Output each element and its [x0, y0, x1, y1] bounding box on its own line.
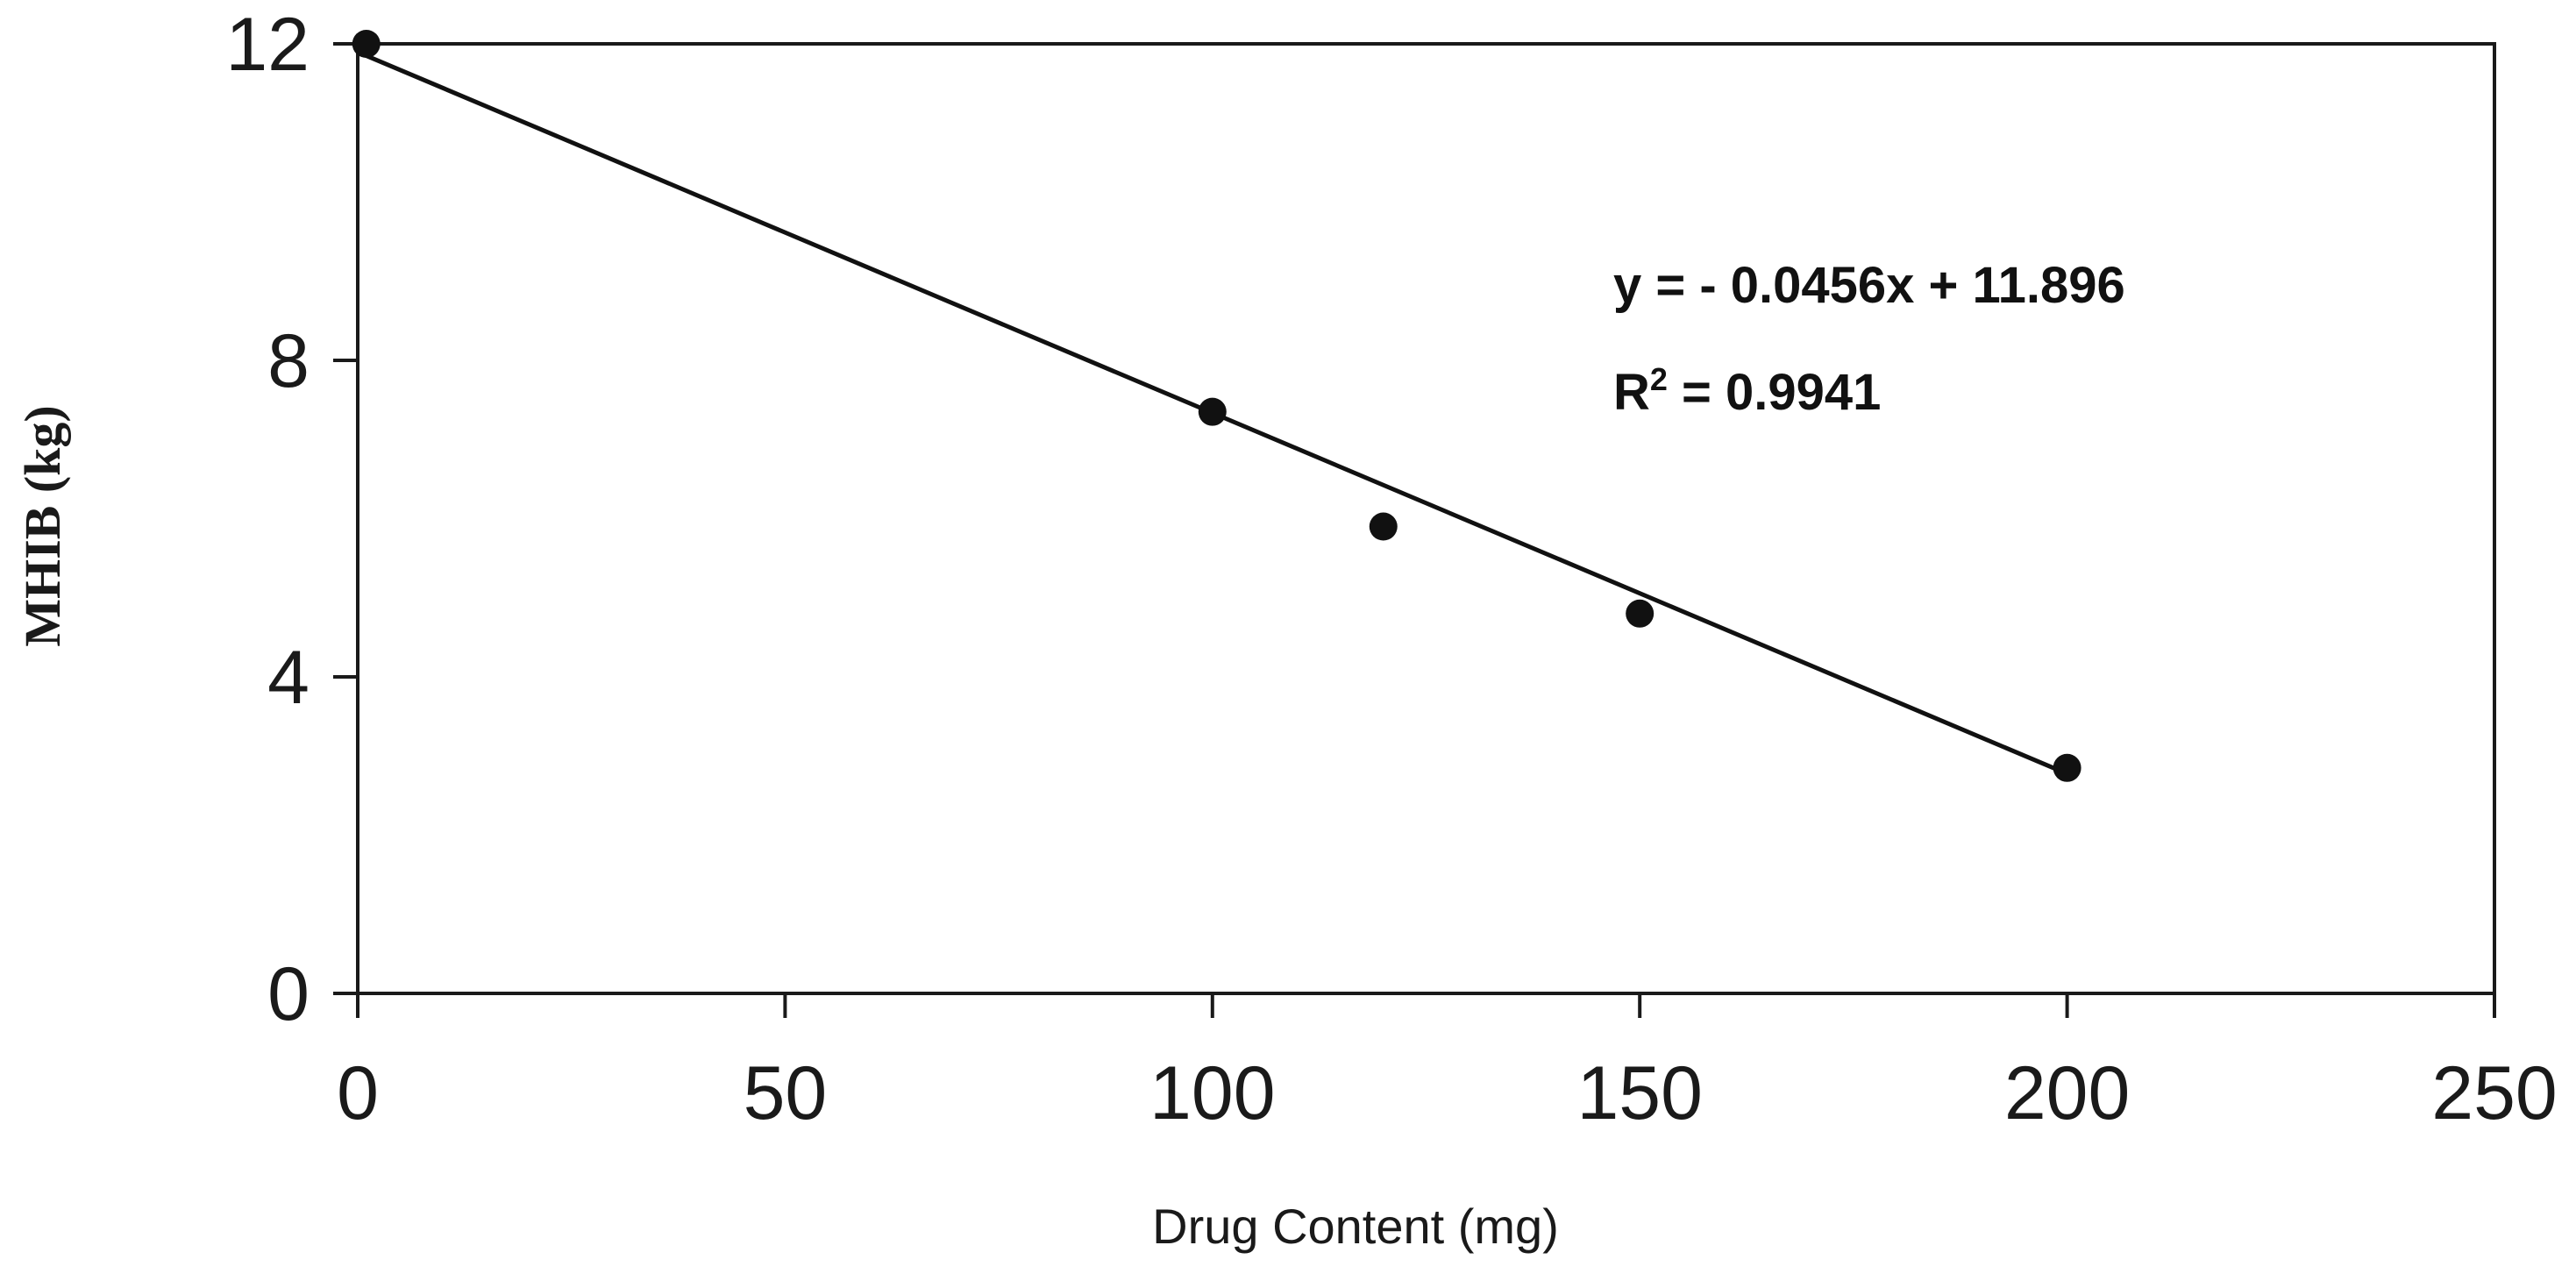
r-squared-superscript: 2 — [1650, 361, 1668, 397]
plot-frame — [356, 42, 2496, 995]
x-tick-label: 0 — [337, 1051, 379, 1135]
r-squared-annotation: R2 = 0.9941 — [1613, 361, 1881, 421]
x-tick-label: 150 — [1576, 1051, 1703, 1135]
x-tick-label: 200 — [2004, 1051, 2131, 1135]
data-point — [352, 30, 381, 58]
data-point — [1626, 599, 1654, 628]
equation-annotation: y = - 0.0456x + 11.896 — [1613, 257, 2125, 314]
x-tick-label: 250 — [2431, 1051, 2558, 1135]
data-points — [352, 30, 2081, 782]
data-point — [1198, 397, 1227, 426]
y-tick-label: 0 — [267, 952, 310, 1036]
r-squared-prefix: R — [1613, 364, 1650, 421]
x-tick-label: 50 — [744, 1051, 828, 1135]
x-axis-ticks: 0 50 100 150 200 250 — [337, 993, 2558, 1135]
y-axis-label: MHIB (kg) — [14, 405, 71, 647]
data-point — [1369, 512, 1398, 541]
y-axis-ticks: 0 4 8 12 — [225, 3, 358, 1036]
y-tick-label: 4 — [267, 636, 310, 720]
y-tick-label: 12 — [225, 3, 310, 87]
y-tick-label: 8 — [267, 319, 310, 403]
data-point — [2053, 753, 2081, 782]
r-squared-suffix: = 0.9941 — [1668, 364, 1882, 421]
x-axis-label: Drug Content (mg) — [1152, 1199, 1559, 1254]
x-tick-label: 100 — [1149, 1051, 1276, 1135]
